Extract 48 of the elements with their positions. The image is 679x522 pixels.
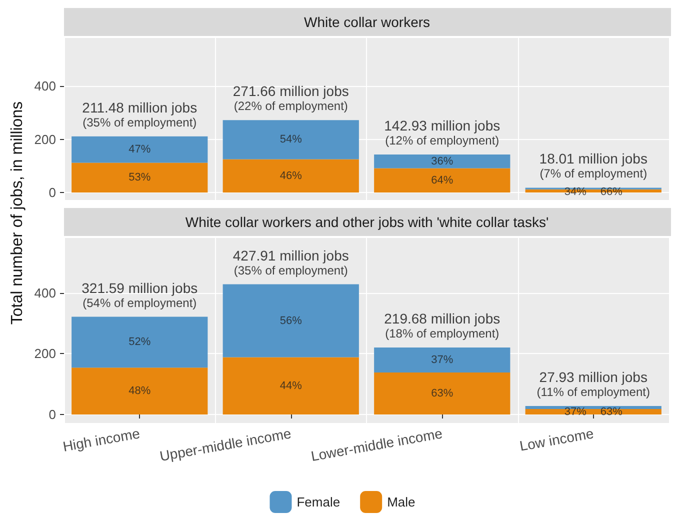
chart-title: White collar workers and other jobs with 'white collar tasks': [185, 214, 549, 230]
bar: [72, 162, 208, 193]
annotation: 52%: [128, 336, 151, 348]
bar: [222, 120, 359, 160]
total-label: 27.93 million jobs (11% of employment): [536, 368, 650, 399]
total-label: 211.48 million jobs (35% of employment): [82, 99, 198, 130]
bar: [222, 357, 359, 414]
annotation: 44%: [280, 380, 302, 392]
annotation: 36%: [431, 155, 454, 168]
x-tick-label: Low income: [518, 425, 595, 454]
annotation: 47%: [128, 144, 151, 156]
x-tick-label: High income: [62, 425, 142, 454]
y-tick-label: 400: [34, 285, 56, 300]
x-tick-label: Lower-middle income: [310, 425, 444, 464]
bar: [72, 368, 208, 414]
y-tick-label: 200: [34, 132, 56, 147]
bar: [72, 316, 208, 368]
annotation: 48%: [128, 385, 151, 398]
bar: [374, 348, 510, 372]
chart-title: White collar workers: [304, 14, 430, 30]
annotation: 64%: [431, 174, 454, 186]
bar: [374, 168, 510, 193]
total-label: 142.93 million jobs (12% of employment): [384, 117, 500, 148]
total-label: 271.66 million jobs (22% of employment): [232, 83, 349, 114]
total-label: 321.59 million jobs (54% of employment): [82, 280, 198, 310]
annotation: 66%: [600, 186, 623, 198]
annotation: 56%: [280, 314, 302, 327]
y-tick-label: 0: [48, 185, 56, 200]
bar: [374, 154, 510, 168]
annotation: 53%: [128, 172, 151, 184]
bar: [222, 159, 359, 193]
y-tick-label: 0: [48, 406, 56, 422]
y-tick-label: 400: [34, 78, 56, 94]
bar: [374, 372, 510, 414]
annotation: 37%: [431, 354, 454, 366]
legend-label: Male: [387, 494, 416, 510]
annotation: 46%: [280, 170, 302, 182]
total-label: 219.68 million jobs (18% of employment): [384, 310, 500, 341]
annotation: 54%: [280, 134, 302, 146]
annotation: 34%: [564, 186, 587, 198]
y-axis-title: Total number of jobs, in millions: [9, 101, 27, 325]
total-label: 427.91 million jobs (35% of employment): [232, 247, 349, 278]
legend-label: Female: [296, 494, 340, 510]
bar: [222, 284, 359, 358]
y-tick-label: 200: [34, 346, 56, 362]
bar: [72, 136, 208, 163]
annotation: 63%: [431, 387, 454, 400]
total-label: 18.01 million jobs (7% of employment): [539, 150, 648, 181]
